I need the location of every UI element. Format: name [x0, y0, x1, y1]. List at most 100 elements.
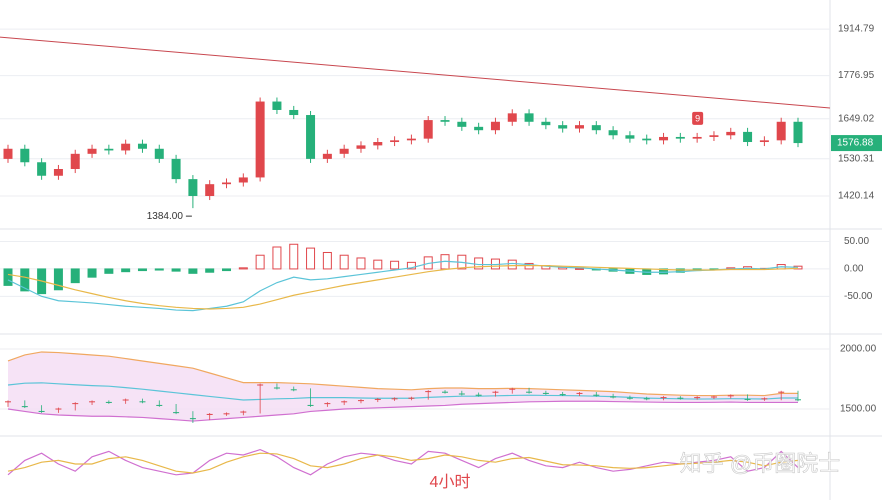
- candle-body: [524, 113, 534, 122]
- candle-body: [272, 101, 282, 110]
- watermark: 知乎 @币圈院士: [680, 451, 840, 476]
- macd-bar: [205, 268, 215, 273]
- candle-body: [154, 148, 164, 159]
- candle-body: [87, 148, 97, 154]
- macd-bar: [339, 254, 349, 270]
- candle-body: [423, 120, 433, 139]
- candle-body: [507, 113, 517, 122]
- y-tick-label: 1500.00: [840, 404, 877, 415]
- candle-body: [20, 148, 30, 163]
- candle-body: [390, 140, 400, 143]
- plot-layer: 1914.79 1776.95 1649.02 1530.31 1420.14 1384.…: [0, 24, 882, 476]
- candle-body: [188, 179, 198, 196]
- candle-body: [171, 158, 181, 180]
- y-tick-label: 1914.79: [838, 24, 875, 35]
- candle-body: [373, 142, 383, 146]
- candle-body: [692, 136, 702, 139]
- candle-body: [625, 135, 635, 139]
- candle-body: [759, 140, 769, 143]
- macd-bar: [390, 260, 400, 270]
- candle-body: [121, 143, 131, 151]
- candle-body: [339, 148, 349, 154]
- candle-body: [137, 143, 147, 149]
- macd-bar: [272, 246, 282, 270]
- candle-body: [70, 153, 80, 170]
- candle-body: [53, 169, 63, 176]
- y-tick-label: 0.00: [844, 264, 864, 275]
- y-tick-label: -50.00: [844, 291, 873, 302]
- macd-line: [7, 260, 799, 312]
- macd-bar: [70, 268, 80, 284]
- macd-bar: [188, 268, 198, 274]
- signal-marker: 9: [695, 113, 700, 123]
- low-annotation: 1384.00: [147, 211, 184, 222]
- macd-line: [7, 265, 799, 310]
- macd-bar: [137, 268, 147, 272]
- candle-body: [474, 126, 484, 131]
- macd-bar: [20, 268, 30, 292]
- candle-body: [406, 138, 416, 141]
- signal-marker-box: [692, 111, 704, 125]
- candle-body: [743, 131, 753, 143]
- macd-bar: [104, 268, 114, 274]
- candle-body: [776, 121, 786, 141]
- candle-body: [457, 121, 467, 127]
- current-price: 1576.88: [837, 138, 874, 149]
- candle-body: [3, 148, 13, 159]
- candle-body: [37, 162, 47, 176]
- macd-bar: [289, 243, 299, 270]
- candle-body: [675, 136, 685, 139]
- band-line: [7, 351, 798, 397]
- candle-body: [490, 121, 500, 131]
- candle-body: [659, 136, 669, 141]
- y-tick-label: 1649.02: [838, 113, 875, 124]
- macd-bar: [322, 251, 332, 270]
- candle-body: [306, 115, 316, 159]
- candle-body: [255, 101, 265, 178]
- candle-body: [205, 184, 215, 196]
- candle-body: [356, 145, 366, 149]
- candle-body: [726, 131, 736, 136]
- macd-bar: [53, 268, 63, 291]
- y-tick-label: 1776.95: [838, 70, 875, 81]
- macd-bar: [373, 259, 383, 270]
- candle-body: [541, 121, 551, 126]
- macd-bar: [306, 247, 316, 270]
- candle-body: [608, 130, 618, 136]
- candle-body: [440, 120, 450, 122]
- y-tick-label: 50.00: [844, 236, 869, 247]
- macd-bar: [121, 268, 131, 273]
- candle-body: [642, 138, 652, 141]
- macd-bar: [3, 268, 13, 286]
- timeframe-label: 4小时: [430, 473, 471, 491]
- macd-bar: [507, 259, 517, 270]
- macd-bar: [171, 268, 181, 272]
- macd-bar: [406, 261, 416, 270]
- oscillator-line: [7, 452, 799, 474]
- candle-body: [289, 109, 299, 116]
- band-fill: [8, 351, 798, 422]
- macd-bar: [87, 268, 97, 278]
- candle-body: [793, 121, 803, 144]
- candle-body: [222, 182, 232, 185]
- price-badge: [831, 135, 882, 152]
- candle-body: [591, 125, 601, 131]
- candle-body: [558, 125, 568, 129]
- y-tick-label: 2000.00: [840, 344, 877, 355]
- macd-bar: [222, 268, 232, 272]
- y-tick-label: 1420.14: [838, 191, 875, 202]
- y-tick-label: 1530.31: [838, 153, 875, 164]
- macd-bar: [238, 267, 248, 270]
- oscillator-line: [7, 448, 799, 476]
- candle-body: [104, 148, 114, 151]
- candle-body: [574, 125, 584, 129]
- band-line: [7, 400, 798, 422]
- band-line: [7, 382, 798, 401]
- candle-body: [709, 135, 719, 137]
- macd-bar: [255, 254, 265, 270]
- candle-body: [322, 153, 332, 159]
- trendline: [0, 36, 831, 109]
- candle-body: [238, 177, 248, 183]
- macd-bar: [356, 257, 366, 270]
